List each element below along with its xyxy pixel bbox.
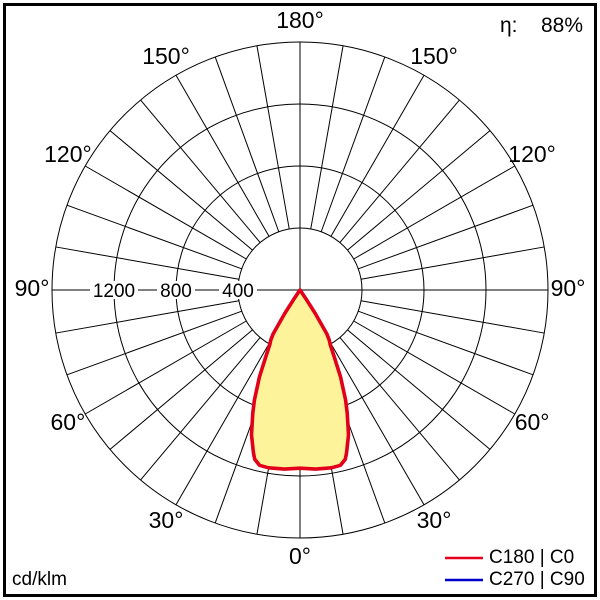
svg-text:30°: 30° <box>417 507 452 533</box>
svg-text:180°: 180° <box>276 7 324 33</box>
svg-text:150°: 150° <box>410 43 458 69</box>
svg-text:120°: 120° <box>508 141 556 167</box>
svg-text:88%: 88% <box>541 14 583 37</box>
svg-text:cd/klm: cd/klm <box>12 569 67 590</box>
svg-text:400: 400 <box>222 281 254 302</box>
svg-text:1200: 1200 <box>93 281 135 302</box>
svg-text:C270 | C90: C270 | C90 <box>489 569 585 590</box>
svg-text:30°: 30° <box>149 507 184 533</box>
svg-text:90°: 90° <box>15 275 50 301</box>
svg-text:0°: 0° <box>289 543 311 569</box>
svg-text:800: 800 <box>160 281 192 302</box>
svg-text:60°: 60° <box>51 409 86 435</box>
svg-text:90°: 90° <box>551 275 586 301</box>
svg-text:η:: η: <box>500 14 518 37</box>
svg-text:C180 | C0: C180 | C0 <box>489 547 574 568</box>
svg-text:120°: 120° <box>44 141 92 167</box>
svg-text:60°: 60° <box>515 409 550 435</box>
svg-text:150°: 150° <box>142 43 190 69</box>
